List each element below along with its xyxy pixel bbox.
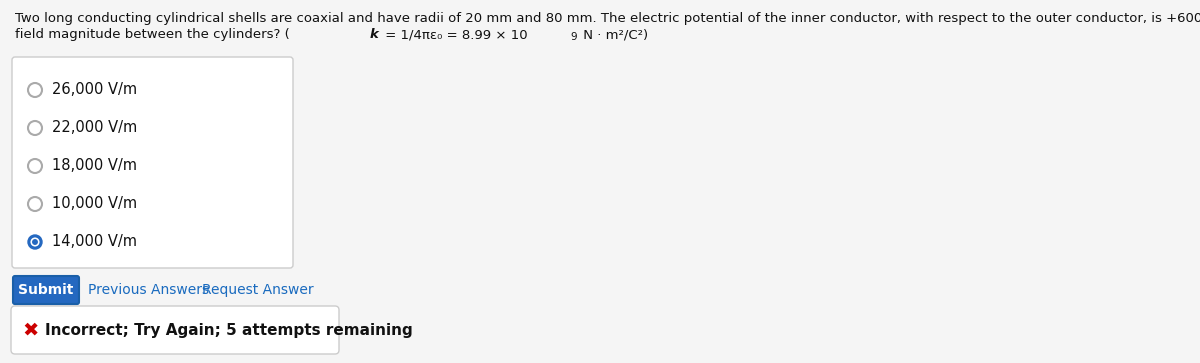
Circle shape: [31, 238, 38, 246]
Text: field magnitude between the cylinders? (: field magnitude between the cylinders? (: [14, 28, 289, 41]
Text: 18,000 V/m: 18,000 V/m: [52, 158, 137, 173]
Text: ✖: ✖: [23, 321, 40, 339]
Circle shape: [28, 235, 42, 249]
FancyBboxPatch shape: [11, 306, 340, 354]
Text: 22,000 V/m: 22,000 V/m: [52, 120, 137, 135]
FancyBboxPatch shape: [12, 57, 293, 268]
Text: Request Answer: Request Answer: [202, 283, 313, 297]
Text: Two long conducting cylindrical shells are coaxial and have radii of 20 mm and 8: Two long conducting cylindrical shells a…: [14, 12, 1200, 25]
Text: 26,000 V/m: 26,000 V/m: [52, 82, 137, 97]
Text: Previous Answers: Previous Answers: [88, 283, 209, 297]
FancyBboxPatch shape: [13, 276, 79, 304]
Text: Incorrect; Try Again; 5 attempts remaining: Incorrect; Try Again; 5 attempts remaini…: [46, 322, 413, 338]
Text: 9: 9: [570, 32, 577, 42]
Text: k: k: [370, 28, 378, 41]
Text: 14,000 V/m: 14,000 V/m: [52, 234, 137, 249]
Text: N · m²/C²): N · m²/C²): [578, 28, 648, 41]
Text: 10,000 V/m: 10,000 V/m: [52, 196, 137, 211]
Circle shape: [32, 240, 37, 244]
Text: Submit: Submit: [18, 283, 73, 297]
Text: = 1/4πε₀ = 8.99 × 10: = 1/4πε₀ = 8.99 × 10: [380, 28, 528, 41]
